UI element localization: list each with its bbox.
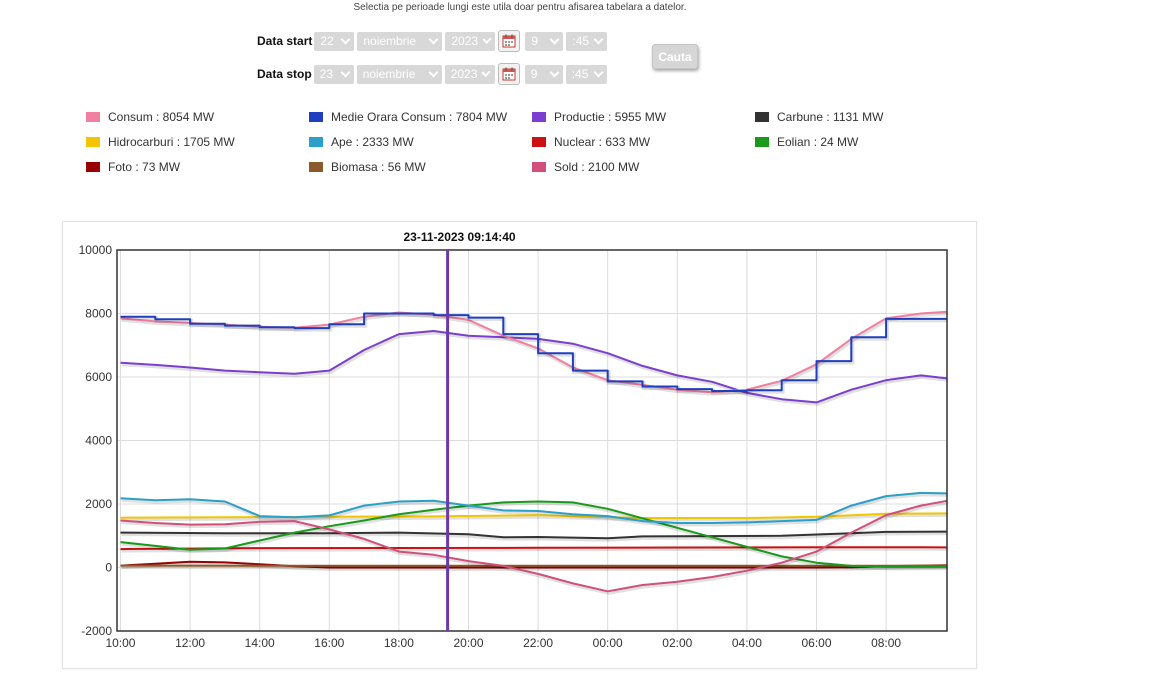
legend-swatch [309,137,323,147]
start-calendar-button[interactable] [498,30,521,52]
series-shadow-eolian [121,500,949,571]
stop-hour-select[interactable]: 9 [524,64,563,84]
date-start-row: Data start 22 noiembrie 2023 9 :45 [257,30,610,52]
legend-swatch [755,137,769,147]
legend-item-nuclear[interactable]: Nuclear : 633 MW [532,135,650,149]
stop-calendar-button[interactable] [497,63,520,85]
series-shadow-hidrocarburi [121,512,949,522]
x-tick-label: 04:00 [732,636,762,650]
series-shadow-nuclear [121,546,949,553]
series-shadow-sold [121,500,949,595]
legend-item-eolian[interactable]: Eolian : 24 MW [755,135,858,149]
y-tick-label: -2000 [81,624,112,638]
stop-day-select[interactable]: 23 [313,64,354,84]
legend-swatch [755,112,769,122]
legend-item-foto[interactable]: Foto : 73 MW [86,160,180,174]
date-stop-row: Data stop 23 noiembrie 2023 9 :45 [257,63,610,85]
x-tick-label: 20:00 [453,636,483,650]
chart-container [62,221,977,669]
series-shadow-medie-orara-consum [121,313,948,395]
legend-swatch [532,162,546,172]
legend-item-productie[interactable]: Productie : 5955 MW [532,110,666,124]
x-tick-label: 08:00 [871,636,901,650]
calendar-icon [502,67,516,81]
x-tick-label: 12:00 [175,636,205,650]
stop-year-select[interactable]: 2023 [444,64,495,84]
series-line-consum [120,310,948,394]
calendar-icon [502,34,516,48]
start-day-select[interactable]: 22 [314,31,355,51]
legend-swatch [86,137,100,147]
stop-month-select[interactable]: noiembrie [356,64,442,84]
x-tick-label: 18:00 [384,636,414,650]
legend-item-ape[interactable]: Ape : 2333 MW [309,135,414,149]
legend-item-carbune[interactable]: Carbune : 1131 MW [755,110,884,124]
series-line-ape [120,491,948,524]
x-tick-label: 00:00 [593,636,623,650]
x-tick-label: 02:00 [662,636,692,650]
series-line-sold [120,499,948,593]
start-month-select[interactable]: noiembrie [357,31,443,51]
x-tick-label: 14:00 [245,636,275,650]
start-hour-select[interactable]: 9 [525,31,564,51]
date-stop-label: Data stop [257,67,312,81]
legend-swatch [86,112,100,122]
series-shadow-foto [121,561,949,571]
legend-swatch [309,162,323,172]
y-tick-label: 6000 [85,370,112,384]
search-button[interactable]: Cauta [652,44,698,69]
series-line-medie-orara-consum [120,312,947,392]
start-year-select[interactable]: 2023 [445,31,496,51]
y-tick-label: 10000 [79,243,113,257]
y-tick-label: 4000 [85,434,112,448]
legend-swatch [86,162,100,172]
series-line-eolian [120,500,948,568]
series-shadow-productie [121,330,949,406]
legend-item-hidrocarburi[interactable]: Hidrocarburi : 1705 MW [86,135,235,149]
series-line-nuclear [120,546,948,551]
x-tick-label: 06:00 [801,636,831,650]
x-tick-label: 16:00 [314,636,344,650]
legend-item-sold[interactable]: Sold : 2100 MW [532,160,639,174]
stop-minute-select[interactable]: :45 [565,64,607,84]
x-tick-label: 22:00 [523,636,553,650]
legend-item-medie-orara-consum[interactable]: Medie Orara Consum : 7804 MW [309,110,507,124]
y-tick-label: 2000 [85,497,112,511]
date-start-label: Data start [257,34,313,48]
cursor-timestamp-label: 23-11-2023 09:14:40 [404,230,516,244]
series-shadow-carbune [121,531,949,542]
notice-text: Selectia pe perioade lungi este utila do… [353,2,687,13]
legend-swatch [532,137,546,147]
legend-item-biomasa[interactable]: Biomasa : 56 MW [309,160,426,174]
legend-swatch [532,112,546,122]
y-tick-label: 0 [105,561,112,575]
series-shadow-ape [121,492,949,527]
x-tick-label: 10:00 [105,636,135,650]
legend-item-consum[interactable]: Consum : 8054 MW [86,110,214,124]
start-minute-select[interactable]: :45 [566,31,608,51]
y-tick-label: 8000 [85,307,112,321]
plot-area-border [116,249,948,632]
legend-swatch [309,112,323,122]
